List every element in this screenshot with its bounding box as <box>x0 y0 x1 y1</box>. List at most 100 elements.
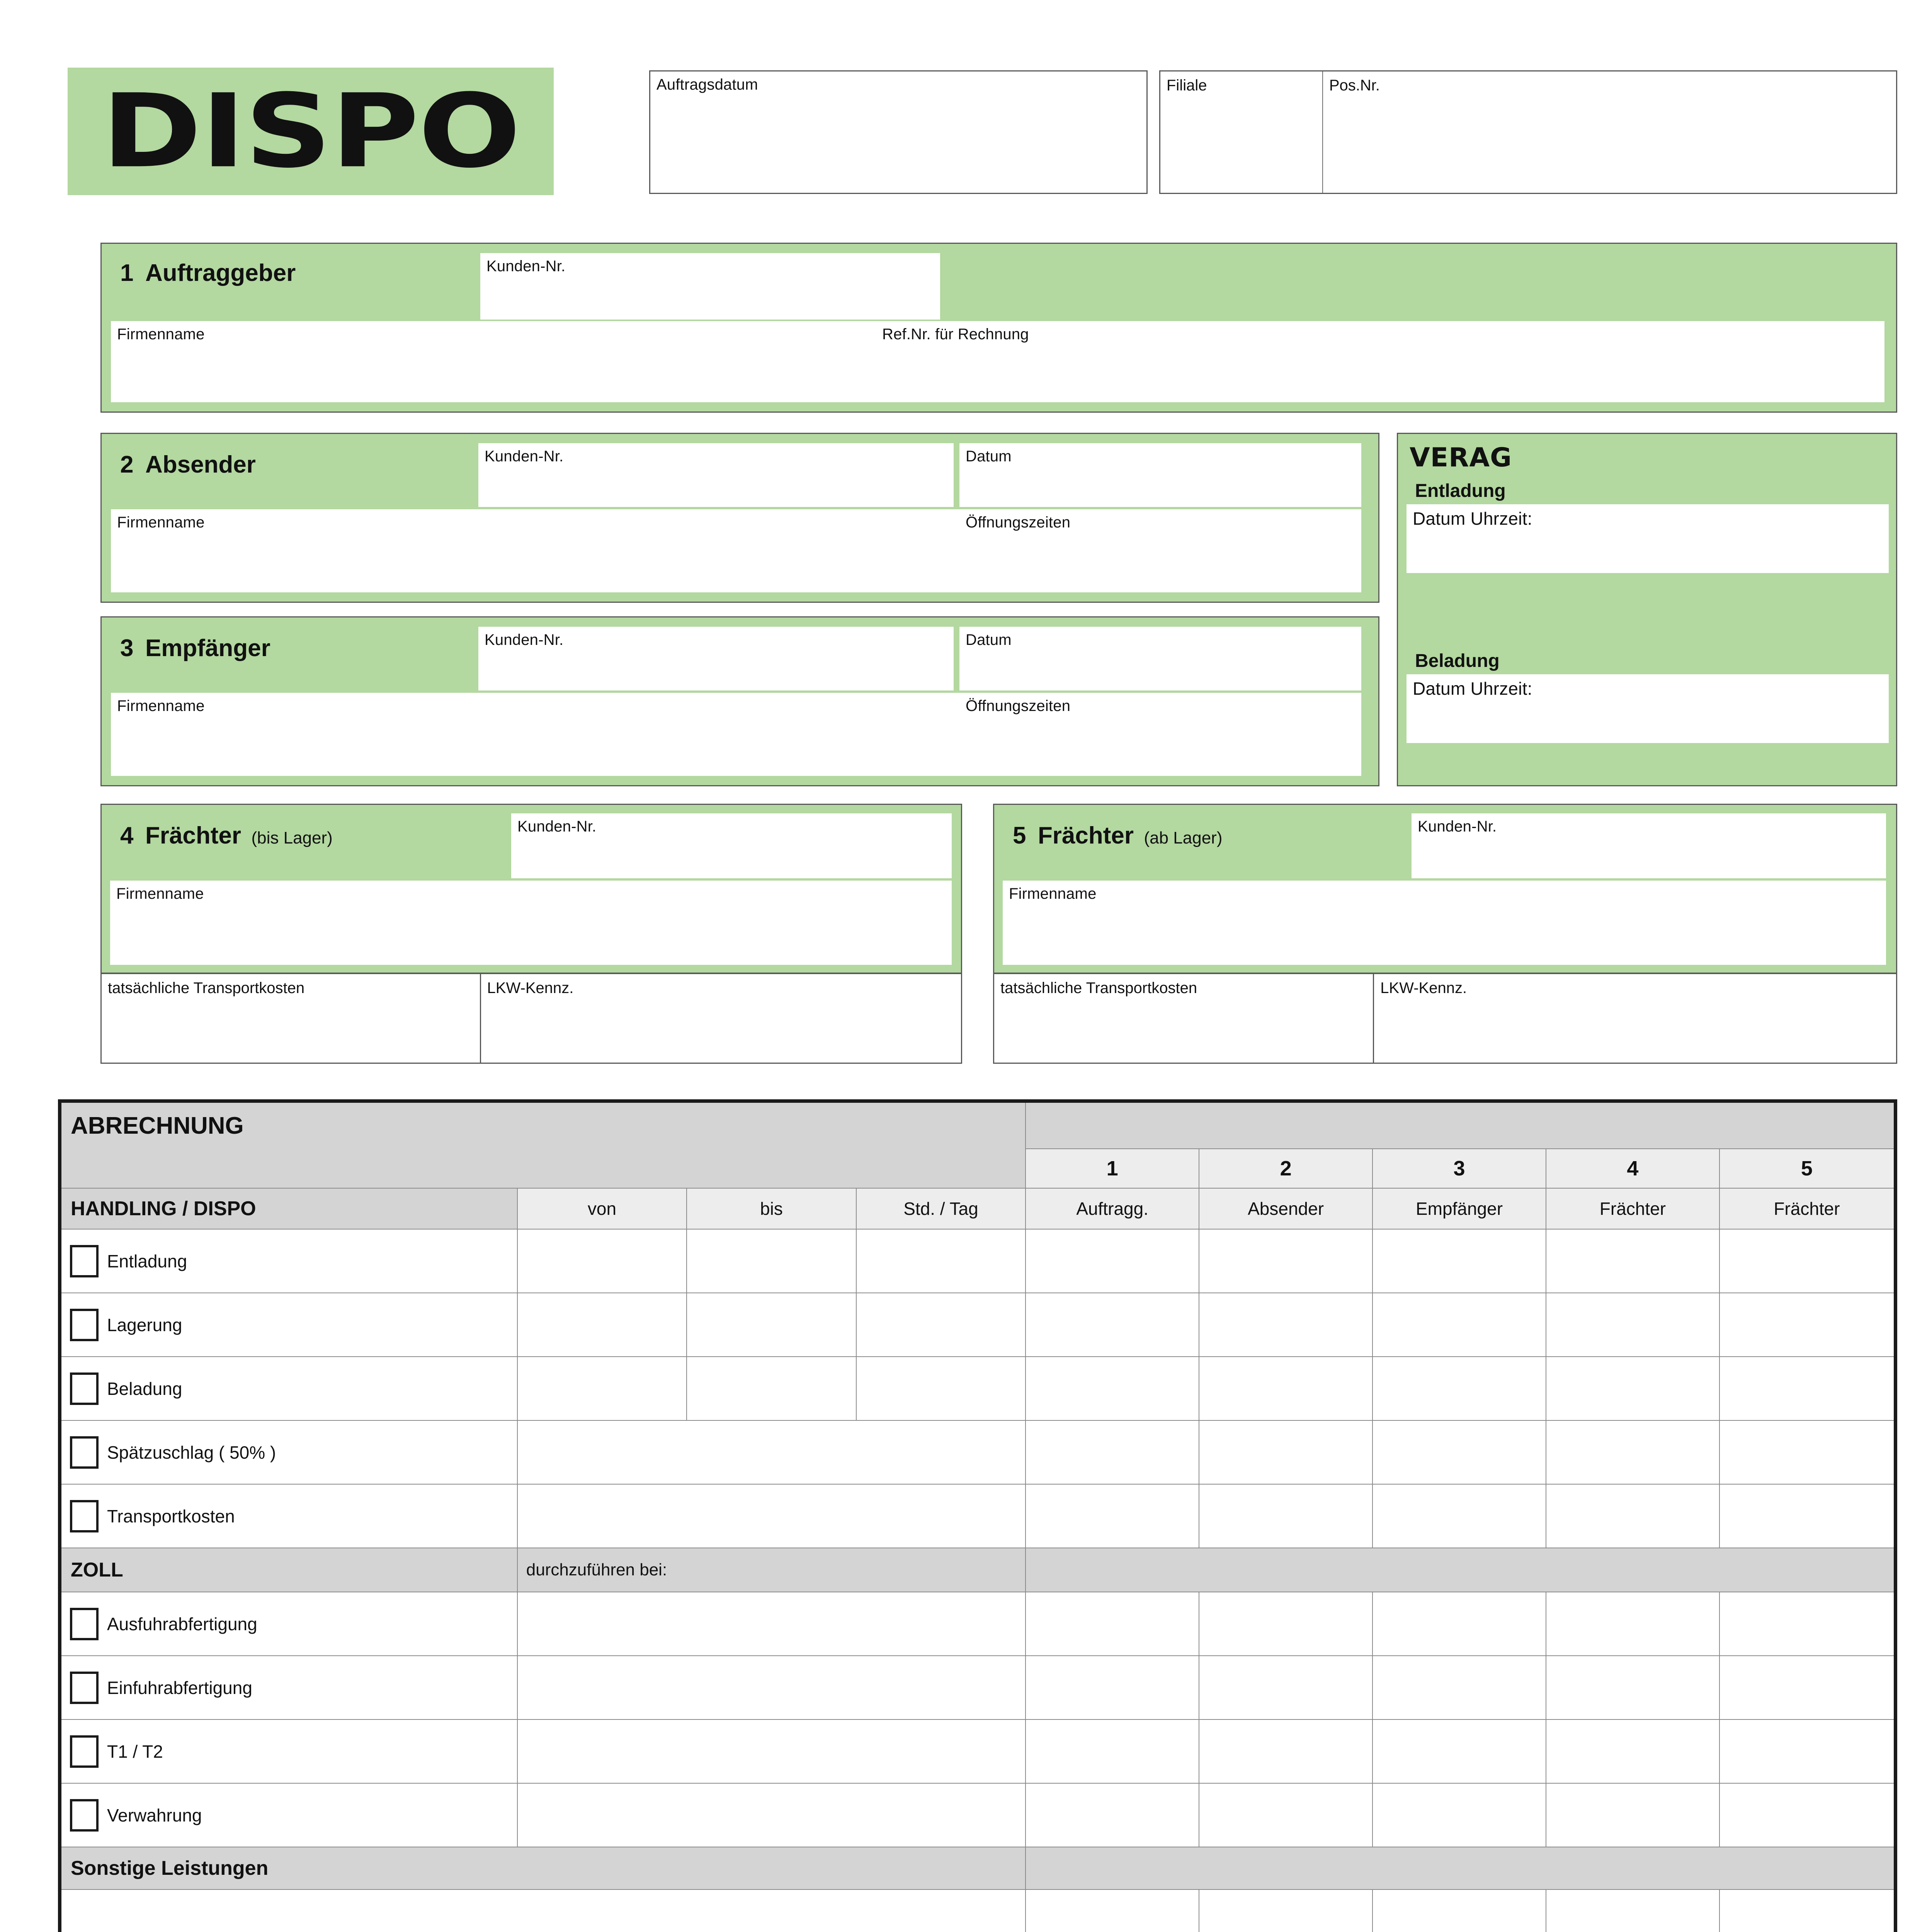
entladung-datum-uhrzeit-field[interactable]: Datum Uhrzeit: <box>1406 504 1889 573</box>
sonstige-row-blank-1[interactable] <box>61 1889 1026 1932</box>
cell-zoll-detail[interactable] <box>517 1592 1026 1656</box>
cell-p5[interactable] <box>1719 1592 1894 1656</box>
cell-p5[interactable] <box>1719 1719 1894 1784</box>
checkbox-verwahrung[interactable] <box>70 1799 99 1832</box>
zoll-row-ausfuhrabfertigung[interactable]: Ausfuhrabfertigung <box>61 1592 518 1656</box>
cell-transportkosten-span[interactable] <box>517 1484 1026 1548</box>
cell-p2[interactable] <box>1199 1420 1373 1485</box>
zoll-row-einfuhrabfertigung[interactable]: Einfuhrabfertigung <box>61 1655 518 1720</box>
cell-p1[interactable] <box>1025 1229 1200 1293</box>
handling-row-lagerung[interactable]: Lagerung <box>61 1293 518 1357</box>
cell-p4[interactable] <box>1545 1719 1720 1784</box>
cell-zoll-detail[interactable] <box>517 1655 1026 1720</box>
cell-p3[interactable] <box>1372 1293 1546 1357</box>
cell-p3[interactable] <box>1372 1356 1546 1421</box>
cell-p4[interactable] <box>1545 1293 1720 1357</box>
cell-p2[interactable] <box>1199 1356 1373 1421</box>
cell-p5[interactable] <box>1719 1889 1894 1932</box>
handling-row-transportkosten[interactable]: Transportkosten <box>61 1484 518 1548</box>
zoll-row-t1-t2[interactable]: T1 / T2 <box>61 1719 518 1784</box>
section5-kundennr-field[interactable]: Kunden-Nr. <box>1412 813 1886 878</box>
section4-kundennr-field[interactable]: Kunden-Nr. <box>511 813 952 878</box>
cell-p2[interactable] <box>1199 1655 1373 1720</box>
cell-std-tag[interactable] <box>855 1229 1026 1293</box>
cell-p2[interactable] <box>1199 1293 1373 1357</box>
cell-zoll-detail[interactable] <box>517 1719 1026 1784</box>
checkbox-beladung[interactable] <box>70 1372 99 1405</box>
section4-transportkosten-field[interactable]: tatsächliche Transportkosten <box>102 974 481 1063</box>
cell-p5[interactable] <box>1719 1783 1894 1847</box>
cell-p5[interactable] <box>1719 1229 1894 1293</box>
cell-p1[interactable] <box>1025 1889 1200 1932</box>
cell-p2[interactable] <box>1199 1889 1373 1932</box>
handling-row-spaetzuschlag[interactable]: Spätzuschlag ( 50% ) <box>61 1420 518 1485</box>
cell-p1[interactable] <box>1025 1420 1200 1485</box>
section3-datum-field[interactable]: Datum <box>959 627 1361 690</box>
section4-lkwkennz-field[interactable]: LKW-Kennz. <box>480 974 961 1063</box>
cell-p2[interactable] <box>1199 1783 1373 1847</box>
section4-firmenname-field[interactable]: Firmenname <box>110 881 952 965</box>
cell-p1[interactable] <box>1025 1592 1200 1656</box>
section5-lkwkennz-field[interactable]: LKW-Kennz. <box>1374 974 1896 1063</box>
cell-bis[interactable] <box>686 1229 857 1293</box>
cell-p2[interactable] <box>1199 1484 1373 1548</box>
filiale-field[interactable]: Filiale <box>1160 71 1323 193</box>
section5-transportkosten-field[interactable]: tatsächliche Transportkosten <box>994 974 1374 1063</box>
checkbox-transportkosten[interactable] <box>70 1500 99 1532</box>
cell-von[interactable] <box>517 1293 687 1357</box>
section2-datum-field[interactable]: Datum <box>959 443 1361 507</box>
section3-kundennr-field[interactable]: Kunden-Nr. <box>478 627 954 690</box>
cell-p2[interactable] <box>1199 1592 1373 1656</box>
cell-p3[interactable] <box>1372 1719 1546 1784</box>
cell-p3[interactable] <box>1372 1655 1546 1720</box>
section1-kundennr-field[interactable]: Kunden-Nr. <box>480 253 940 320</box>
cell-p3[interactable] <box>1372 1484 1546 1548</box>
posnr-field[interactable]: Pos.Nr. <box>1323 71 1896 193</box>
cell-p1[interactable] <box>1025 1356 1200 1421</box>
handling-row-beladung[interactable]: Beladung <box>61 1356 518 1421</box>
cell-p4[interactable] <box>1545 1655 1720 1720</box>
cell-p4[interactable] <box>1545 1592 1720 1656</box>
cell-zoll-detail[interactable] <box>517 1783 1026 1847</box>
cell-spaetzuschlag-span[interactable] <box>517 1420 1026 1485</box>
cell-p4[interactable] <box>1545 1229 1720 1293</box>
cell-p1[interactable] <box>1025 1484 1200 1548</box>
checkbox-ausfuhrabfertigung[interactable] <box>70 1607 99 1640</box>
cell-p4[interactable] <box>1545 1356 1720 1421</box>
cell-p3[interactable] <box>1372 1420 1546 1485</box>
auftragsdatum-field[interactable]: Auftragsdatum <box>649 70 1148 194</box>
cell-bis[interactable] <box>686 1293 857 1357</box>
cell-std-tag[interactable] <box>855 1356 1026 1421</box>
checkbox-lagerung[interactable] <box>70 1308 99 1341</box>
cell-std-tag[interactable] <box>855 1293 1026 1357</box>
section3-firmenname-field[interactable]: Firmenname Öffnungszeiten <box>111 693 1361 776</box>
cell-p1[interactable] <box>1025 1293 1200 1357</box>
cell-p4[interactable] <box>1545 1783 1720 1847</box>
section5-firmenname-field[interactable]: Firmenname <box>1003 881 1886 965</box>
cell-p4[interactable] <box>1545 1889 1720 1932</box>
cell-p2[interactable] <box>1199 1229 1373 1293</box>
cell-von[interactable] <box>517 1356 687 1421</box>
cell-p5[interactable] <box>1719 1420 1894 1485</box>
section2-kundennr-field[interactable]: Kunden-Nr. <box>478 443 954 507</box>
cell-p5[interactable] <box>1719 1655 1894 1720</box>
checkbox-entladung[interactable] <box>70 1245 99 1277</box>
section1-firmenname-field[interactable]: Firmenname Ref.Nr. für Rechnung <box>111 321 1884 402</box>
cell-p3[interactable] <box>1372 1229 1546 1293</box>
cell-bis[interactable] <box>686 1356 857 1421</box>
cell-p5[interactable] <box>1719 1484 1894 1548</box>
cell-p1[interactable] <box>1025 1719 1200 1784</box>
cell-p5[interactable] <box>1719 1356 1894 1421</box>
cell-p3[interactable] <box>1372 1783 1546 1847</box>
cell-p5[interactable] <box>1719 1293 1894 1357</box>
cell-p4[interactable] <box>1545 1420 1720 1485</box>
checkbox-t1-t2[interactable] <box>70 1735 99 1768</box>
cell-p1[interactable] <box>1025 1783 1200 1847</box>
cell-p3[interactable] <box>1372 1592 1546 1656</box>
cell-p3[interactable] <box>1372 1889 1546 1932</box>
checkbox-spaetzuschlag[interactable] <box>70 1436 99 1469</box>
checkbox-einfuhrabfertigung[interactable] <box>70 1671 99 1704</box>
handling-row-entladung[interactable]: Entladung <box>61 1229 518 1293</box>
cell-p4[interactable] <box>1545 1484 1720 1548</box>
cell-p1[interactable] <box>1025 1655 1200 1720</box>
